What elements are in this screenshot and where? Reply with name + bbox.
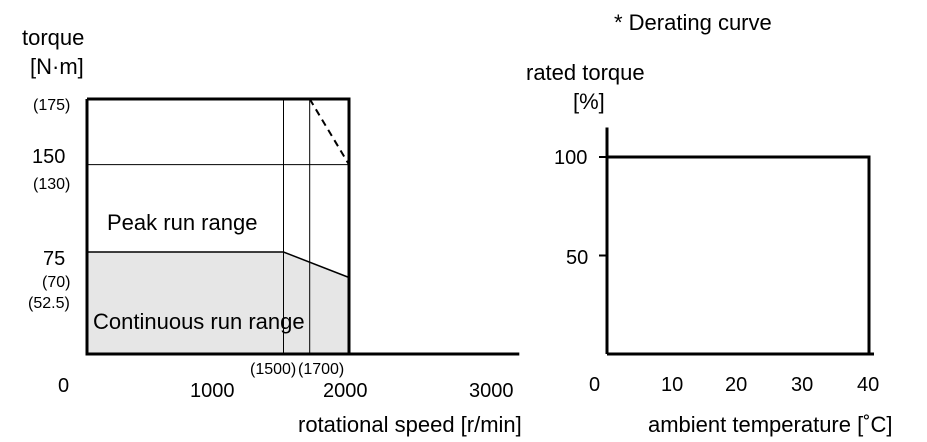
x-tick-30: 30	[791, 374, 813, 396]
y-axis-label-line2: [N·m]	[30, 54, 84, 79]
continuous-run-range-label: Continuous run range	[93, 309, 305, 334]
y-axis-label-line2: [%]	[573, 89, 605, 114]
y-axis-label-line1: rated torque	[526, 60, 645, 85]
derating-chart: rated torque [%] 100 50 0 10 20 30 40 am…	[526, 60, 893, 437]
y-tick-50: 50	[566, 247, 588, 269]
x-axis-label: ambient temperature [˚C]	[648, 412, 893, 437]
derating-note: * Derating curve	[614, 10, 772, 35]
y-tick-150: 150	[32, 146, 65, 168]
x-marked-1500: (1500)	[250, 361, 296, 378]
x-tick-2000: 2000	[323, 380, 368, 402]
y-marked-70: (70)	[42, 274, 70, 291]
x-tick-0: 0	[58, 375, 69, 397]
x-tick-1000: 1000	[190, 380, 235, 402]
x-tick-0: 0	[589, 374, 600, 396]
y-tick-75: 75	[43, 248, 65, 270]
peak-derating-dashed-line	[308, 98, 350, 166]
x-tick-3000: 3000	[469, 380, 514, 402]
peak-run-range-label: Peak run range	[107, 210, 257, 235]
x-tick-40: 40	[857, 374, 879, 396]
torque-speed-chart: torque [N·m] (175) 150 (130) 75 (70) (52…	[22, 25, 522, 437]
y-marked-52-5: (52.5)	[28, 295, 70, 312]
x-marked-1700: (1700)	[298, 361, 344, 378]
y-marked-175: (175)	[33, 97, 70, 114]
derating-series-line	[607, 155, 871, 354]
y-axis-label-line1: torque	[22, 25, 84, 50]
x-tick-20: 20	[725, 374, 747, 396]
y-tick-100: 100	[554, 147, 587, 169]
x-tick-10: 10	[661, 374, 683, 396]
y-marked-130: (130)	[33, 176, 70, 193]
x-axis-label: rotational speed [r/min]	[298, 412, 522, 437]
